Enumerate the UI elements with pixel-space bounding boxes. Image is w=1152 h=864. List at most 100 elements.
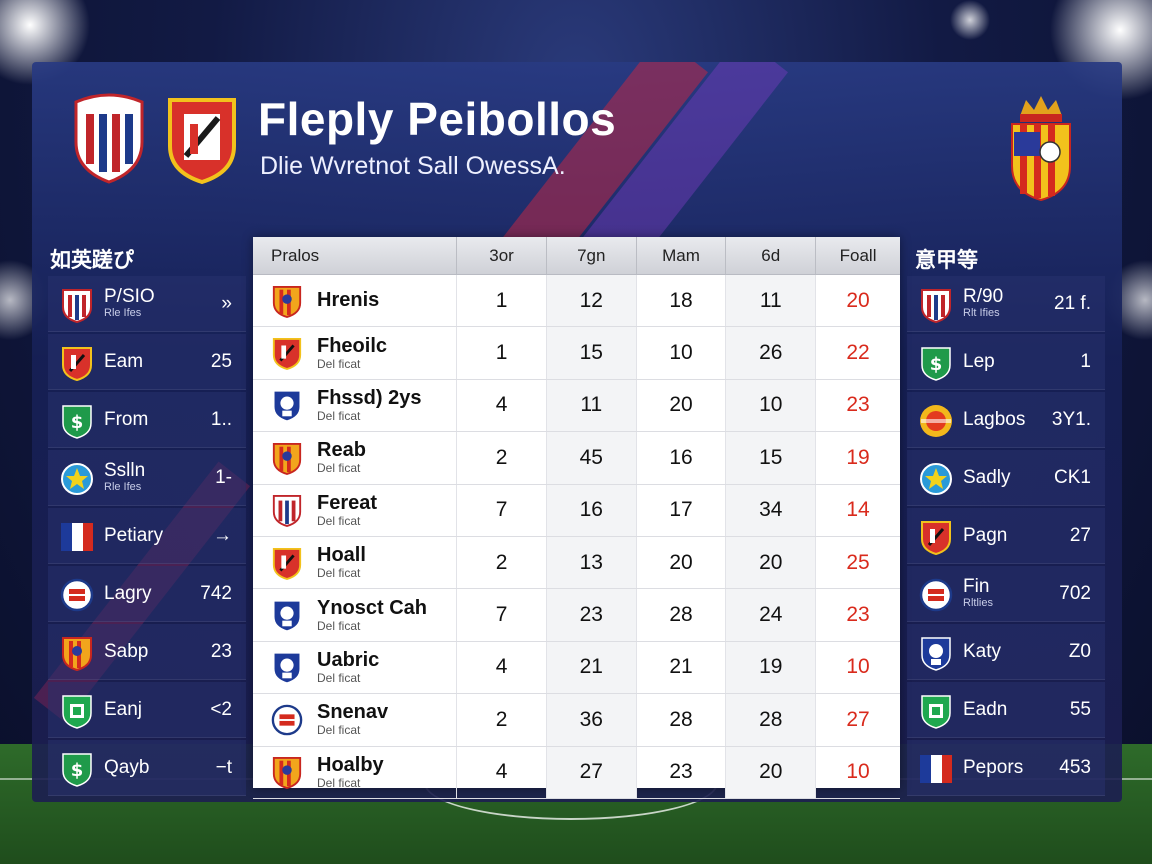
side-team-row[interactable]: Eam 25: [48, 334, 246, 390]
stat-cell: 23: [846, 393, 870, 417]
side-team-text: Qayb: [104, 757, 216, 778]
side-team-row[interactable]: $ From 1..: [48, 392, 246, 448]
stat-cell: 20: [637, 536, 727, 589]
column-header[interactable]: Mam: [637, 237, 727, 274]
stat-cell: 27: [546, 746, 637, 798]
team-name: Hoalby: [317, 753, 384, 776]
side-team-row[interactable]: $ Lep 1: [907, 334, 1105, 390]
side-team-row[interactable]: P/SIO Rle Ifes»: [48, 276, 246, 332]
table-row[interactable]: Snenav Del ficat 2 36 28 28 27: [253, 694, 900, 747]
table-row[interactable]: Fhssd) 2ys Del ficat 4 11 20 10 23: [253, 379, 900, 433]
page-subtitle: Dlie Wvretnot Sall OwessA.: [260, 152, 566, 180]
stat-cell: 28: [637, 694, 727, 746]
side-team-row[interactable]: Sabp 23: [48, 624, 246, 680]
striped-crest-logo: [74, 93, 144, 184]
side-team-name: Eanj: [104, 698, 143, 720]
round-crest-icon: [60, 577, 94, 611]
stat-cell: 7: [457, 484, 547, 536]
side-team-value: 1..: [210, 408, 232, 430]
side-team-text: Fin Rltlies: [963, 577, 1059, 610]
flag-icon: [60, 519, 94, 553]
side-team-row[interactable]: Pepors 453: [907, 740, 1105, 796]
team-name: Uabric: [317, 648, 380, 671]
stat-cell: 28: [726, 694, 817, 746]
team-text: Fhssd) 2ys Del ficat: [317, 386, 422, 423]
side-team-text: Sadly: [963, 467, 1054, 488]
side-team-row[interactable]: Sslln Rle Ifes 1-: [48, 450, 246, 506]
stat-cell: 15: [546, 327, 637, 379]
stat-cell: 26: [726, 327, 817, 379]
side-team-row[interactable]: Lagry 742: [48, 566, 246, 622]
side-team-row[interactable]: R/90 Rlt Ifies 21 f.: [907, 276, 1105, 332]
column-header[interactable]: Pralos: [253, 237, 458, 274]
stat-cell: 11: [726, 275, 817, 327]
stat-cell: 13: [546, 536, 637, 589]
table-row[interactable]: Uabric Del ficat 4 21 21 19 10: [253, 641, 900, 695]
side-team-name: Eam: [104, 350, 144, 372]
side-team-value: →: [213, 524, 232, 546]
table-row[interactable]: Reab Del ficat 2 45 16 15 19: [253, 432, 900, 485]
stat-cell: 23: [637, 746, 727, 798]
side-team-row[interactable]: Sadly CK1: [907, 450, 1105, 506]
team-cell: Ynosct Cah Del ficat: [253, 589, 458, 641]
stat-cell: 4: [457, 746, 547, 798]
blue-crest-icon: [271, 649, 303, 685]
column-header[interactable]: 7gn: [547, 237, 637, 274]
side-team-text: Sabp: [104, 641, 211, 662]
team-name: Hoall: [317, 544, 366, 567]
side-team-text: Eanj: [104, 698, 210, 720]
blue-crest-icon: [271, 387, 303, 423]
side-team-name: From: [104, 408, 149, 430]
table-row[interactable]: Ynosct Cah Del ficat 7 23 28 24 23: [253, 589, 900, 642]
side-team-name: Sslln: [104, 460, 146, 481]
side-team-sub: Rlt Ifies: [963, 307, 1000, 319]
stat-cell: 17: [637, 484, 727, 536]
blue-crest-icon: [271, 597, 303, 633]
flag-icon: [919, 751, 953, 785]
table-row[interactable]: Fereat Del ficat 7 16 17 34 14: [253, 484, 900, 537]
side-team-value: 27: [1069, 524, 1091, 546]
side-team-value: »: [221, 292, 232, 314]
team-text: Fereat Del ficat: [317, 492, 377, 528]
orange-shield-icon: [271, 754, 303, 790]
side-team-row[interactable]: Katy Z0: [907, 624, 1105, 680]
column-header[interactable]: Foall: [839, 245, 877, 265]
stat-cell: 2: [457, 536, 547, 589]
standings-table: Pralos 3or 7gn Mam 6d Foall Hrenis 1 12 18 1…: [253, 237, 900, 799]
table-row[interactable]: Hoall Del ficat 2 13 20 20 25: [253, 536, 900, 590]
side-team-text: Pepors: [963, 757, 1059, 778]
side-team-row[interactable]: Petiary →: [48, 508, 246, 564]
page-title: Fleply Peibollos: [258, 93, 617, 145]
stat-cell: 1: [457, 327, 547, 379]
side-team-row[interactable]: Eadn 55: [907, 682, 1105, 738]
team-sub: Del ficat: [317, 723, 361, 738]
right-panel-title: 意甲等: [915, 249, 978, 272]
side-team-row[interactable]: Lagbos 3Y1.: [907, 392, 1105, 448]
team-sub: Del ficat: [317, 618, 361, 633]
sun-badge-icon: [919, 403, 953, 437]
side-team-row[interactable]: Eanj <2: [48, 682, 246, 738]
stat-cell: 23: [546, 589, 637, 641]
stat-cell: 21: [546, 641, 637, 694]
side-team-text: Pagn: [963, 525, 1070, 546]
column-header[interactable]: 3or: [457, 237, 547, 274]
side-team-row[interactable]: Fin Rltlies 702: [907, 566, 1105, 622]
side-team-value: Z0: [1068, 640, 1091, 662]
team-text: Fheoilc Del ficat: [317, 335, 387, 371]
team-name: Fhssd) 2ys: [317, 386, 422, 409]
team-text: Hoall Del ficat: [317, 544, 366, 581]
side-team-text: From: [104, 408, 211, 430]
column-header[interactable]: 6d: [726, 237, 817, 274]
red-shield-icon: [271, 335, 303, 371]
table-row[interactable]: Hrenis 1 12 18 11 20: [253, 275, 900, 328]
side-team-row[interactable]: $ Qayb −t: [48, 740, 246, 796]
table-row[interactable]: Hoalby Del ficat 4 27 23 20 10: [253, 746, 900, 799]
stat-cell: 2: [457, 432, 547, 484]
table-row[interactable]: Fheoilc Del ficat 1 15 10 26 22: [253, 327, 900, 380]
stat-cell: 1: [457, 275, 547, 327]
side-team-row[interactable]: Pagn 27: [907, 508, 1105, 564]
right-team-list: R/90 Rlt Ifies 21 f. $ Lep 1 Lagbos 3Y1. Sadly CK…: [907, 276, 1105, 798]
round-crest-icon: [271, 702, 303, 738]
stat-cell: 28: [637, 589, 727, 641]
side-team-sub: Rle Ifes: [104, 307, 142, 319]
